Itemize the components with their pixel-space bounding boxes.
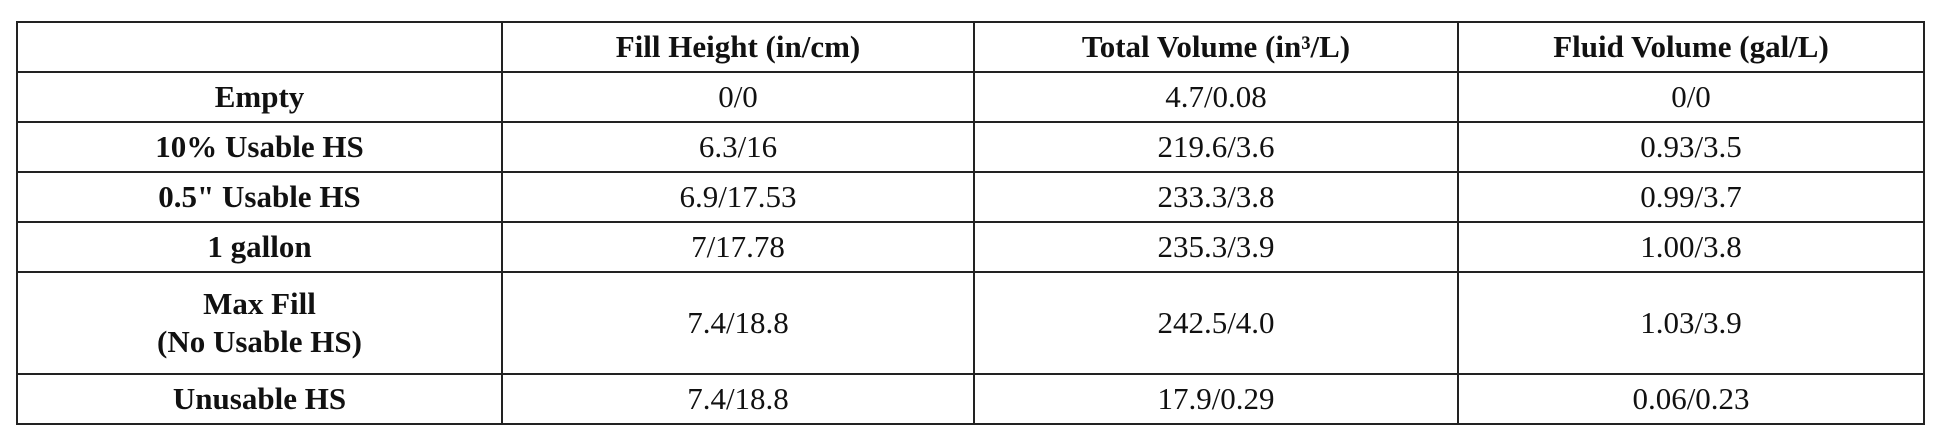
- row-label: Empty: [17, 72, 502, 122]
- row-label: 1 gallon: [17, 222, 502, 272]
- table-row: Empty0/04.7/0.080/0: [17, 72, 1924, 122]
- table-cell: 1.00/3.8: [1458, 222, 1924, 272]
- table-row: 1 gallon7/17.78235.3/3.91.00/3.8: [17, 222, 1924, 272]
- table-cell: 7.4/18.8: [502, 374, 974, 424]
- corner-cell: [17, 22, 502, 72]
- header-row: Fill Height (in/cm) Total Volume (in³/L)…: [17, 22, 1924, 72]
- table-row: Unusable HS7.4/18.817.9/0.290.06/0.23: [17, 374, 1924, 424]
- data-table: Fill Height (in/cm) Total Volume (in³/L)…: [16, 21, 1925, 425]
- table-cell: 0/0: [1458, 72, 1924, 122]
- table-cell: 242.5/4.0: [974, 272, 1458, 374]
- table-cell: 0/0: [502, 72, 974, 122]
- column-header: Fill Height (in/cm): [502, 22, 974, 72]
- table-cell: 219.6/3.6: [974, 122, 1458, 172]
- table-row: 0.5" Usable HS6.9/17.53233.3/3.80.99/3.7: [17, 172, 1924, 222]
- row-label: 0.5" Usable HS: [17, 172, 502, 222]
- table-cell: 0.06/0.23: [1458, 374, 1924, 424]
- column-header: Total Volume (in³/L): [974, 22, 1458, 72]
- table-cell: 4.7/0.08: [974, 72, 1458, 122]
- table-cell: 1.03/3.9: [1458, 272, 1924, 374]
- table-cell: 17.9/0.29: [974, 374, 1458, 424]
- table-cell: 7/17.78: [502, 222, 974, 272]
- row-label: Unusable HS: [17, 374, 502, 424]
- table-cell: 6.3/16: [502, 122, 974, 172]
- column-header: Fluid Volume (gal/L): [1458, 22, 1924, 72]
- page: Fill Height (in/cm) Total Volume (in³/L)…: [0, 0, 1939, 443]
- row-label: Max Fill (No Usable HS): [17, 272, 502, 374]
- table-cell: 233.3/3.8: [974, 172, 1458, 222]
- table-cell: 7.4/18.8: [502, 272, 974, 374]
- table-row: 10% Usable HS6.3/16219.6/3.60.93/3.5: [17, 122, 1924, 172]
- table-cell: 0.93/3.5: [1458, 122, 1924, 172]
- table-body: Empty0/04.7/0.080/010% Usable HS6.3/1621…: [17, 72, 1924, 424]
- row-label: 10% Usable HS: [17, 122, 502, 172]
- table-cell: 6.9/17.53: [502, 172, 974, 222]
- table-cell: 0.99/3.7: [1458, 172, 1924, 222]
- table-row: Max Fill (No Usable HS)7.4/18.8242.5/4.0…: [17, 272, 1924, 374]
- table-cell: 235.3/3.9: [974, 222, 1458, 272]
